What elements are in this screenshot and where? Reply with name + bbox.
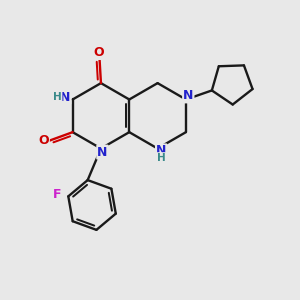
Text: H: H (157, 153, 166, 163)
Text: O: O (38, 134, 49, 147)
Text: O: O (94, 46, 104, 59)
Text: F: F (53, 188, 61, 201)
Text: N: N (183, 89, 194, 102)
Text: N: N (97, 146, 108, 159)
Text: N: N (156, 144, 166, 158)
Text: N: N (60, 91, 70, 103)
Text: H: H (53, 92, 62, 102)
